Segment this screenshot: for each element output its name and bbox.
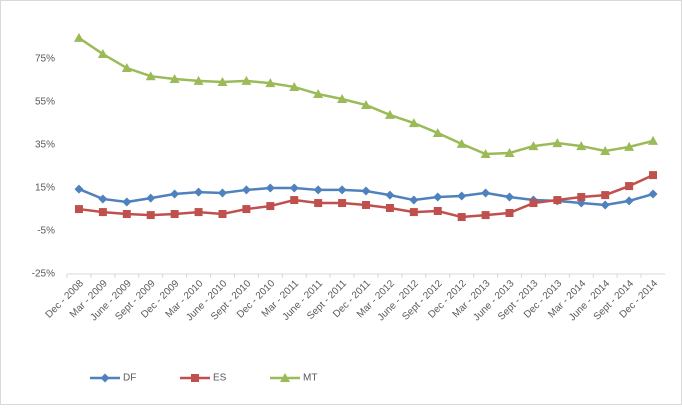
data-point — [290, 196, 299, 205]
data-point — [624, 141, 635, 151]
data-point — [217, 77, 228, 87]
y-tick-label: 75% — [35, 54, 55, 65]
data-point — [385, 203, 394, 212]
data-point — [289, 183, 299, 193]
y-tick-label: -25% — [32, 269, 55, 280]
data-point — [409, 195, 419, 205]
data-point — [457, 191, 467, 201]
legend-marker — [100, 373, 110, 383]
data-point — [504, 147, 515, 157]
data-point — [625, 182, 634, 191]
data-point — [218, 210, 227, 219]
data-point — [577, 193, 586, 202]
data-point — [480, 149, 491, 159]
data-point — [338, 199, 347, 208]
data-point — [432, 127, 443, 137]
data-point — [385, 190, 395, 200]
data-point — [362, 200, 370, 209]
data-point — [337, 185, 347, 195]
data-point — [481, 211, 490, 220]
data-point — [600, 200, 610, 210]
data-point — [384, 109, 395, 119]
data-point — [242, 205, 251, 214]
data-point — [601, 191, 610, 200]
data-point — [313, 185, 323, 195]
data-point — [265, 78, 276, 88]
data-point — [600, 146, 611, 156]
data-point — [193, 75, 204, 85]
data-point — [552, 138, 563, 148]
data-point — [505, 208, 514, 217]
data-point — [98, 208, 107, 217]
data-point — [289, 81, 300, 91]
data-point — [361, 100, 371, 110]
data-point — [337, 93, 348, 103]
data-point — [146, 193, 156, 203]
y-tick-label: 15% — [35, 183, 55, 194]
data-point — [576, 141, 587, 151]
legend-label: MT — [303, 373, 317, 384]
data-point — [457, 213, 466, 222]
data-point — [74, 184, 84, 194]
data-point — [433, 207, 442, 216]
data-point — [505, 192, 515, 202]
data-point — [217, 188, 227, 198]
data-point — [97, 49, 108, 59]
legend-marker — [280, 373, 290, 382]
data-point — [649, 171, 658, 180]
data-point — [529, 199, 538, 208]
data-point — [121, 63, 132, 73]
data-point — [456, 138, 467, 148]
y-tick-label: -5% — [37, 226, 55, 237]
data-point — [122, 210, 131, 219]
data-point — [528, 141, 539, 151]
data-point — [265, 183, 275, 193]
data-point — [146, 211, 155, 220]
data-point — [241, 185, 251, 195]
data-point — [361, 186, 371, 196]
data-point — [624, 196, 634, 206]
data-point — [74, 205, 83, 214]
data-point — [553, 196, 562, 205]
data-point — [648, 135, 659, 145]
data-point — [266, 202, 275, 211]
data-point — [408, 118, 419, 128]
data-point — [194, 208, 203, 217]
legend-label: ES — [213, 373, 227, 384]
data-point — [73, 32, 84, 42]
data-point — [194, 187, 204, 197]
data-point — [170, 210, 179, 219]
legend-marker — [191, 374, 199, 382]
data-point — [648, 189, 658, 199]
data-point — [145, 71, 156, 81]
y-tick-label: 35% — [35, 140, 55, 151]
data-point — [313, 89, 324, 99]
data-point — [169, 73, 180, 83]
data-point — [314, 199, 323, 208]
y-tick-label: 55% — [35, 97, 55, 108]
data-point — [98, 194, 108, 204]
data-point — [409, 208, 418, 217]
data-point — [481, 188, 491, 198]
legend-label: DF — [123, 373, 136, 384]
data-point — [122, 197, 132, 207]
data-point — [433, 192, 443, 202]
data-point — [170, 189, 180, 199]
data-point — [241, 75, 252, 85]
